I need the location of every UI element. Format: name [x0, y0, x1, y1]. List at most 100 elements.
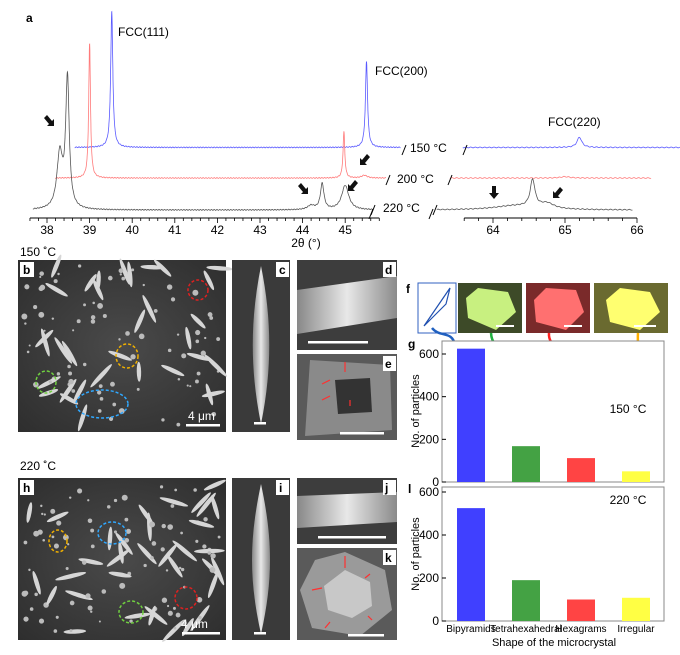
particle [217, 535, 221, 539]
panel-label-f: f [406, 282, 411, 296]
particle [191, 492, 211, 513]
particle [167, 610, 173, 616]
scale-bar-label: 4 μm [181, 617, 208, 631]
annotation-150: 150 °C [610, 402, 647, 416]
highlight-circle [35, 370, 57, 394]
particle [118, 268, 124, 274]
bar-tetrahexahedral [512, 446, 540, 482]
particle [188, 519, 215, 528]
particle [158, 544, 178, 567]
arrow-icon [44, 115, 54, 126]
particle [41, 512, 44, 516]
particle [39, 271, 44, 276]
scale-bar-label: 4 μm [188, 409, 215, 423]
particle [82, 362, 87, 367]
particle [170, 297, 176, 302]
particle [160, 547, 165, 552]
x-tick-label: 39 [83, 223, 97, 237]
peak-label-200: FCC(200) [375, 64, 428, 78]
bar-chart-220: 0 200 400 600 BipyramidsTetrahexahedralHexag… [419, 485, 665, 635]
particle [207, 571, 219, 599]
x-tick-label: 38 [40, 223, 54, 237]
particle [106, 549, 130, 567]
particle [40, 328, 50, 357]
particle [121, 494, 128, 501]
section-label-150: 150 ˚C [20, 245, 56, 259]
particle [28, 568, 31, 572]
particle [51, 535, 55, 539]
particle [196, 371, 201, 376]
particle [134, 309, 146, 333]
particle [142, 295, 157, 323]
sem-image-j: j [297, 478, 397, 544]
particle [82, 560, 87, 565]
particle [121, 276, 126, 281]
particle [167, 348, 172, 353]
y-tick-label: 0 [432, 475, 439, 489]
particle [45, 282, 68, 297]
particle [186, 384, 189, 387]
axis-break [432, 204, 438, 216]
sem-image-k: k [297, 548, 397, 640]
particle [39, 275, 42, 278]
y-tick-label: 600 [419, 485, 439, 499]
sem-image-c: c [232, 260, 290, 432]
particle [39, 284, 46, 291]
bar-chart-150: 0 200 400 600 [419, 340, 665, 489]
y-tick-label: 200 [419, 571, 439, 585]
particle [51, 254, 62, 278]
particle [54, 337, 73, 364]
hexagram-image [526, 283, 590, 333]
highlight-circle [187, 279, 209, 301]
tetrahexahedral-image [458, 283, 522, 333]
arrow-icon [348, 180, 358, 191]
particle [150, 555, 154, 560]
particle [185, 326, 192, 350]
particle [211, 495, 220, 520]
particle [90, 315, 96, 320]
bar-bipyramids [457, 348, 485, 482]
panel-label-b: b [23, 263, 30, 277]
particle [84, 274, 97, 292]
bar-hexagrams [567, 458, 595, 482]
particle [201, 390, 225, 398]
particle [211, 412, 217, 417]
particle [92, 301, 95, 305]
particle [23, 616, 29, 622]
sem-image-i: i [232, 478, 290, 640]
axis-break [401, 144, 407, 156]
particle [48, 380, 52, 384]
particle [69, 629, 73, 633]
particle [53, 629, 58, 633]
particle [35, 329, 54, 348]
particle [77, 404, 88, 432]
particle [21, 590, 28, 597]
particle [173, 626, 177, 630]
x-axis-label: 2θ (°) [291, 236, 320, 250]
axis-break [370, 204, 376, 216]
particle [115, 532, 133, 555]
particle [26, 502, 33, 523]
particle [181, 618, 194, 637]
particle [209, 566, 216, 573]
panel-label-h: h [23, 481, 30, 495]
particle [172, 540, 198, 562]
particle [161, 418, 165, 422]
particle [53, 543, 59, 549]
x-tick-label: Irregular [617, 624, 655, 635]
x-tick-label: 65 [558, 223, 572, 237]
particle [195, 329, 201, 336]
x-tick-label: 40 [126, 223, 140, 237]
particle [40, 504, 43, 508]
arrow-icon [298, 183, 308, 194]
particle [67, 543, 70, 546]
panel-label-e: e [385, 357, 392, 371]
particle [162, 619, 185, 642]
particle [99, 397, 104, 401]
x-axis-label-bars: Shape of the microcrystal [492, 637, 616, 649]
particle [77, 264, 82, 268]
highlight-circle [115, 343, 139, 369]
particle [87, 518, 93, 524]
x-tick-label: 45 [339, 223, 353, 237]
x-tick-label: 64 [486, 223, 500, 237]
